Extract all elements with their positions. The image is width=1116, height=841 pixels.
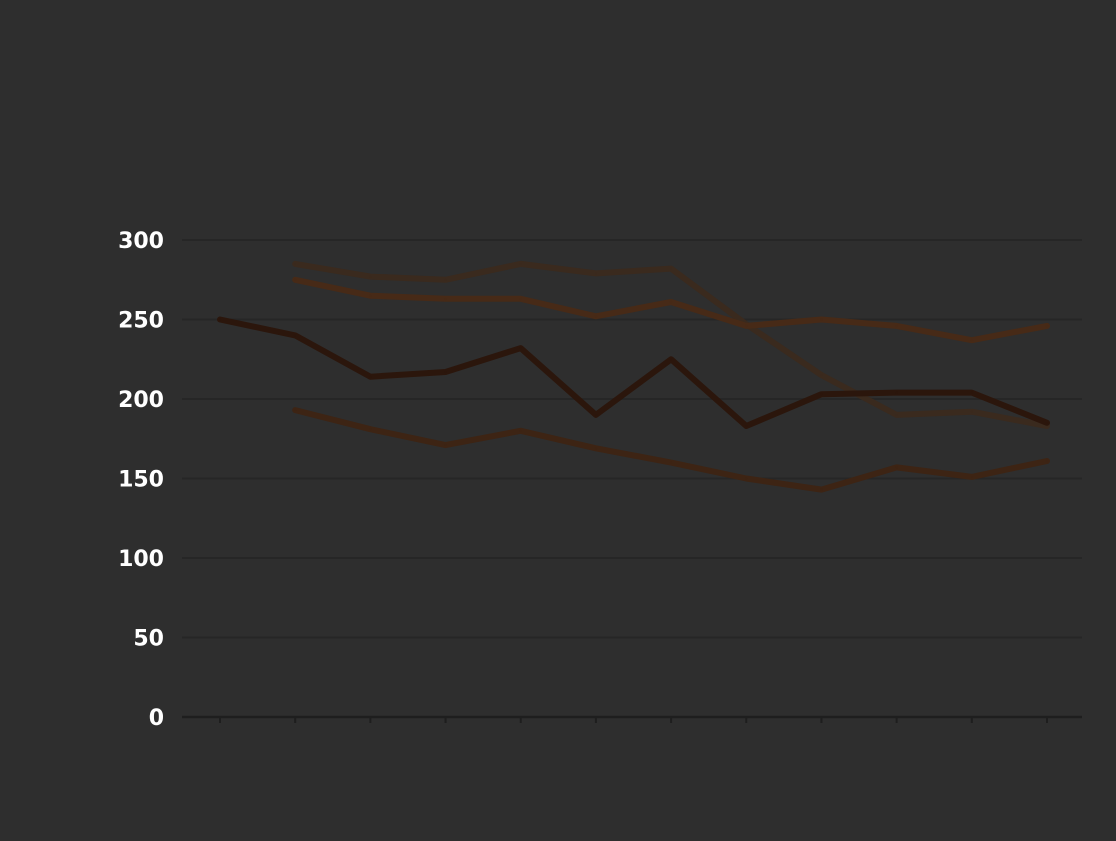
- data-point: [670, 358, 673, 361]
- data-point: [294, 278, 297, 281]
- y-tick-label: 0: [149, 706, 164, 731]
- data-point: [519, 429, 522, 432]
- data-point: [820, 488, 823, 491]
- data-point: [369, 275, 372, 278]
- data-point: [670, 267, 673, 270]
- gridlines: [182, 239, 1082, 719]
- y-tick-label: 250: [118, 309, 164, 334]
- data-point: [970, 339, 973, 342]
- data-point: [820, 318, 823, 321]
- data-point: [970, 391, 973, 394]
- data-point: [895, 466, 898, 469]
- data-point: [294, 334, 297, 337]
- data-point: [670, 301, 673, 304]
- data-point: [745, 425, 748, 428]
- data-point: [1046, 460, 1049, 463]
- data-point: [444, 278, 447, 281]
- y-tick-label: 300: [118, 229, 164, 254]
- data-point: [369, 294, 372, 297]
- data-point: [444, 444, 447, 447]
- data-point: [369, 375, 372, 378]
- series-group: [292, 260, 1050, 429]
- data-point: [895, 324, 898, 327]
- data-point: [294, 409, 297, 412]
- series-line: [292, 276, 1050, 344]
- data-point: [895, 413, 898, 416]
- data-point: [594, 447, 597, 450]
- data-point: [820, 374, 823, 377]
- data-point: [970, 410, 973, 413]
- series-group: [292, 276, 1050, 344]
- series-group: [292, 407, 1050, 493]
- data-point: [895, 391, 898, 394]
- y-tick-label: 50: [133, 627, 164, 652]
- y-tick-label: 100: [118, 547, 164, 572]
- data-point: [745, 324, 748, 327]
- data-point: [820, 393, 823, 396]
- data-point: [369, 428, 372, 431]
- series-layer: [217, 260, 1050, 493]
- axes: 0 50 100 150 200 250 300: [118, 229, 1048, 731]
- data-point: [1046, 324, 1049, 327]
- data-point: [444, 297, 447, 300]
- y-tick-label: 150: [118, 468, 164, 493]
- data-point: [745, 477, 748, 480]
- data-point: [970, 475, 973, 478]
- series-line: [292, 407, 1050, 493]
- data-point: [519, 262, 522, 265]
- data-point: [294, 262, 297, 265]
- data-point: [444, 370, 447, 373]
- data-point: [594, 315, 597, 318]
- data-point: [519, 297, 522, 300]
- data-point: [594, 272, 597, 275]
- data-point: [594, 413, 597, 416]
- series-line: [217, 316, 1050, 429]
- data-point: [219, 318, 222, 321]
- y-tick-label: 200: [118, 388, 164, 413]
- series-line: [292, 260, 1050, 429]
- data-point: [519, 347, 522, 350]
- data-point: [670, 461, 673, 464]
- data-point: [1046, 421, 1049, 424]
- series-group: [217, 316, 1050, 429]
